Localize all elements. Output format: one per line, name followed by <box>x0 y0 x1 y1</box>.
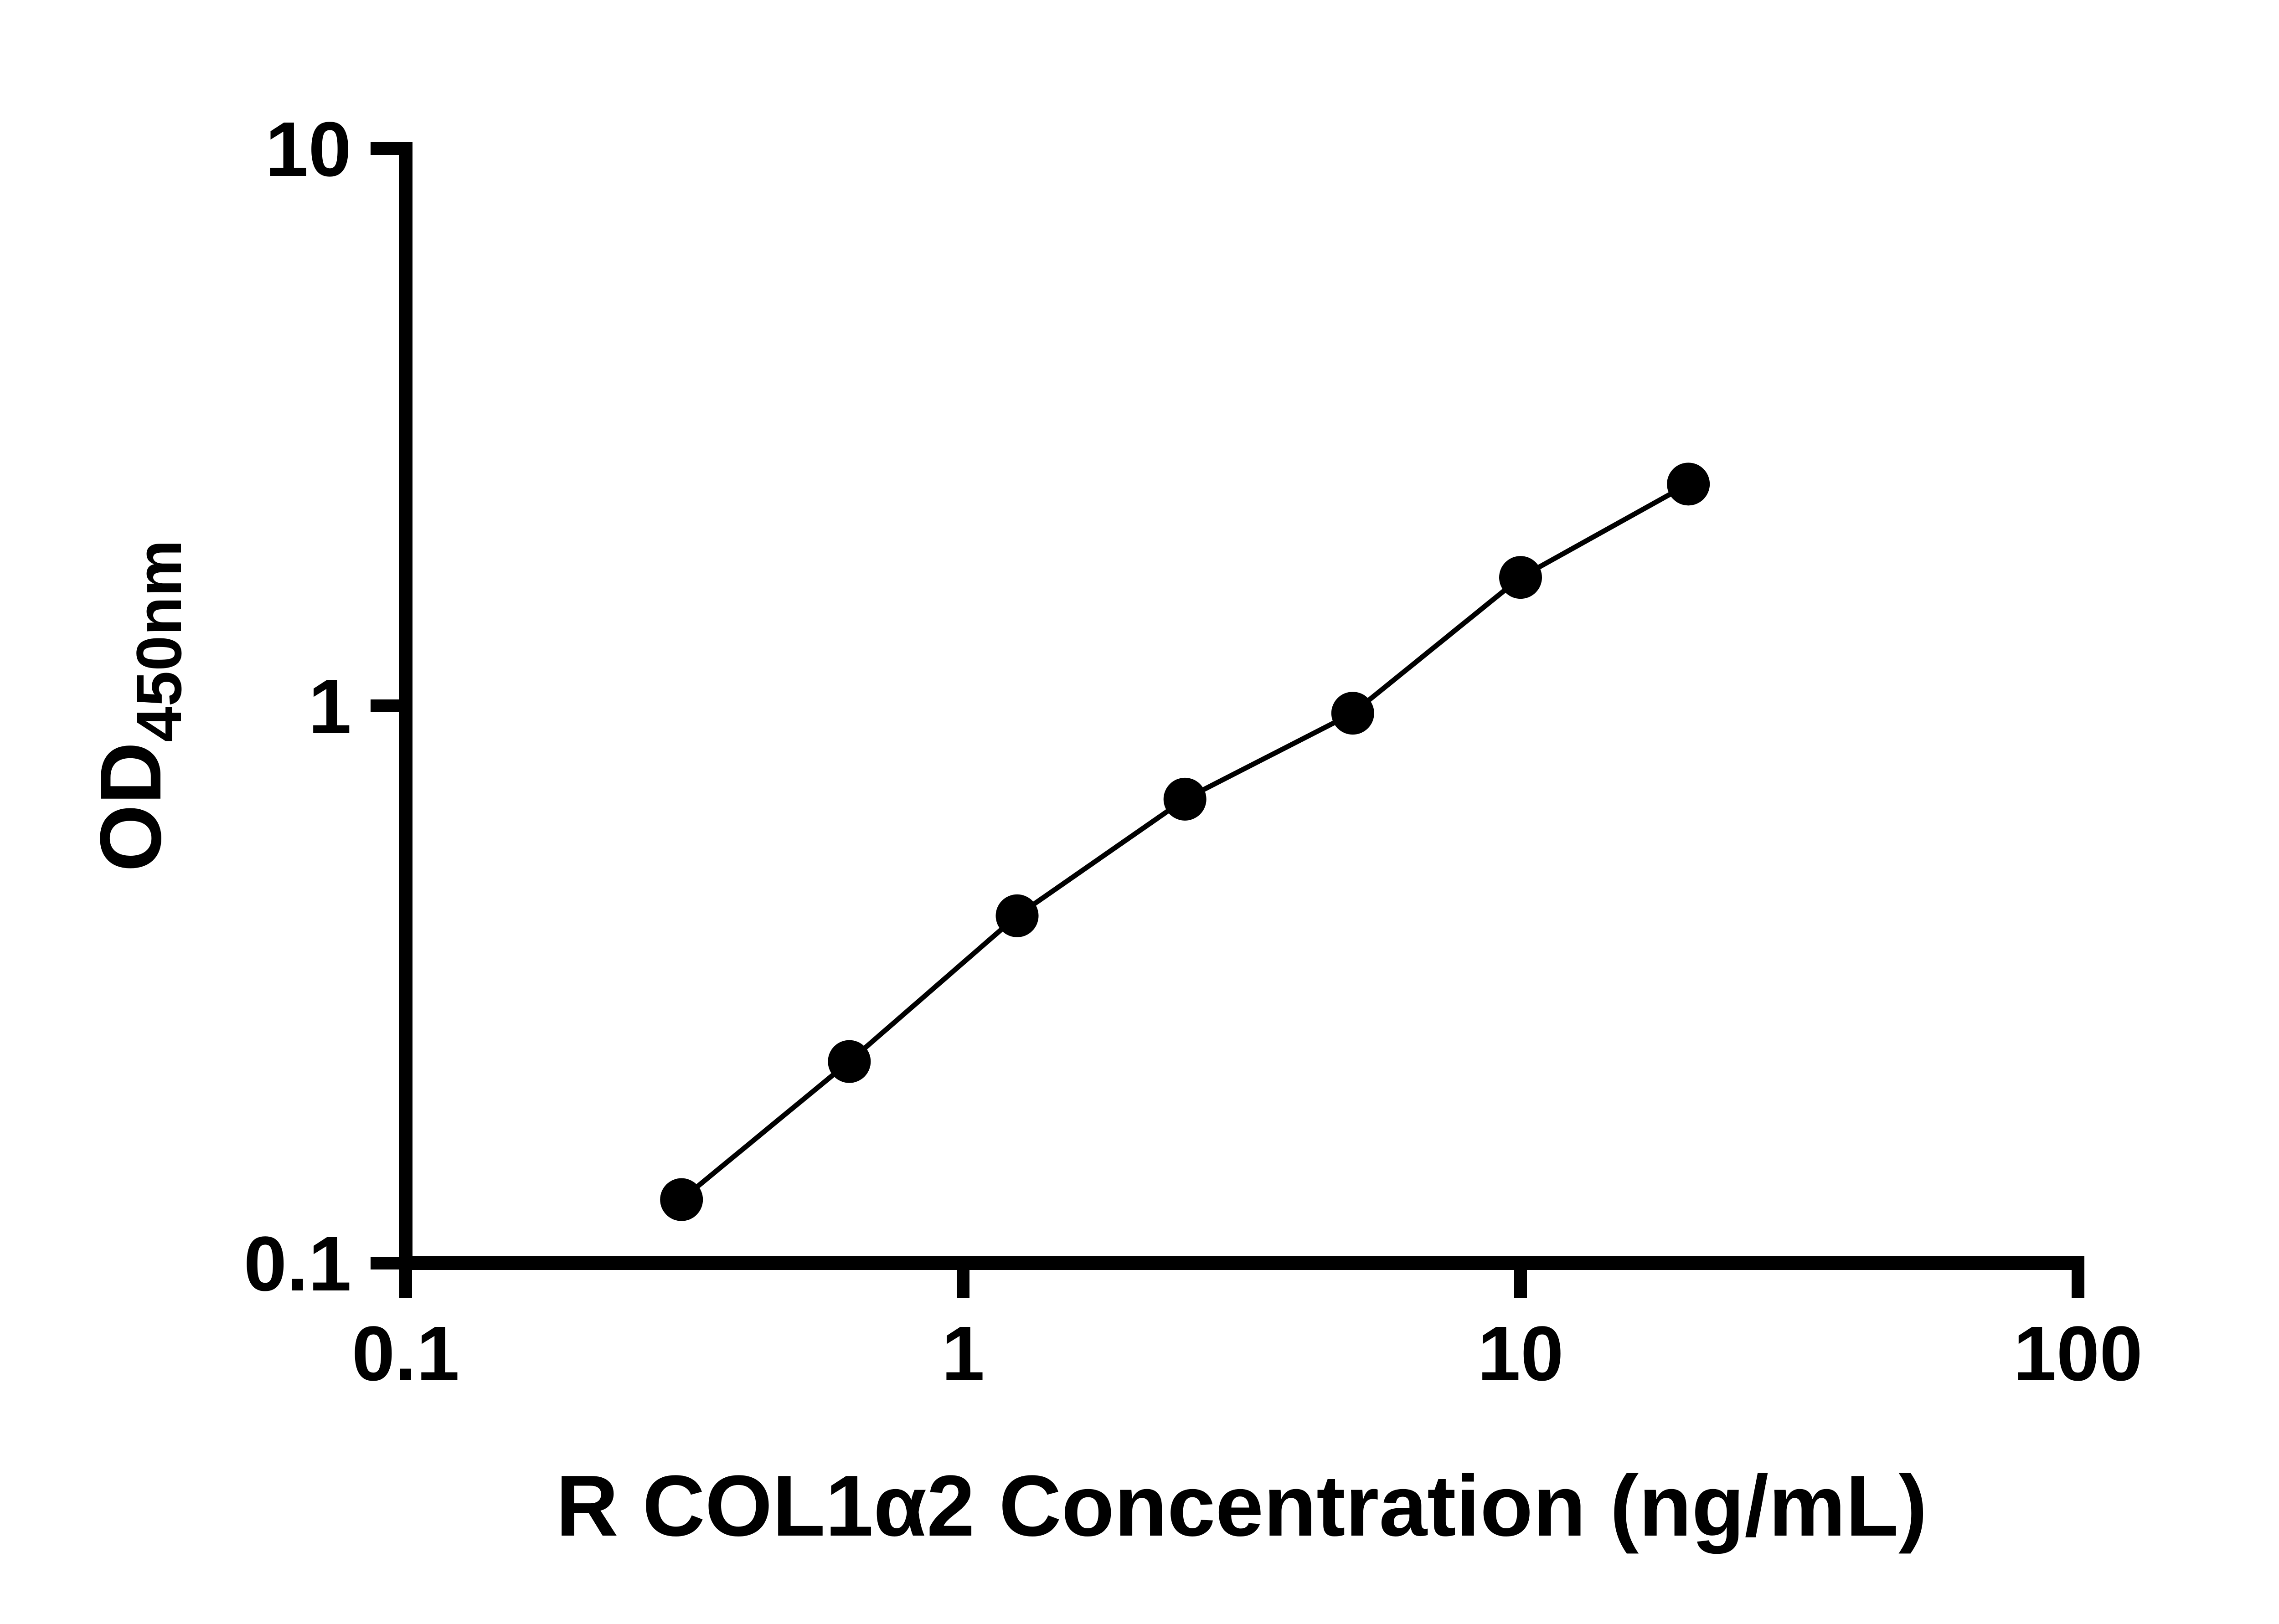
y-axis-title-subscript: 450nm <box>123 540 195 742</box>
y-tick-label: 1 <box>308 663 351 750</box>
data-point <box>1499 556 1542 599</box>
axes-layer: 0.1 1 10 0.1 1 10 100 <box>244 106 2143 1397</box>
y-axis-title-base: OD <box>82 742 179 872</box>
series-line <box>680 482 1690 1202</box>
x-tick-label: 10 <box>1477 1311 1563 1397</box>
data-point <box>1331 692 1374 735</box>
data-point <box>828 1040 871 1083</box>
data-point <box>1163 777 1207 821</box>
data-point <box>995 894 1039 937</box>
x-tick-label: 0.1 <box>352 1311 459 1397</box>
data-point <box>1667 463 1710 506</box>
series-layer <box>660 463 1710 1221</box>
y-tick-label: 0.1 <box>244 1221 351 1307</box>
data-point <box>660 1178 703 1221</box>
y-tick-label: 10 <box>265 106 351 193</box>
x-tick-label: 100 <box>2013 1311 2143 1397</box>
x-tick-label: 1 <box>942 1311 985 1397</box>
x-axis-title: R COL1α2 Concentration (ng/mL) <box>556 1458 1927 1554</box>
y-axis-title: OD450nm <box>82 540 195 872</box>
